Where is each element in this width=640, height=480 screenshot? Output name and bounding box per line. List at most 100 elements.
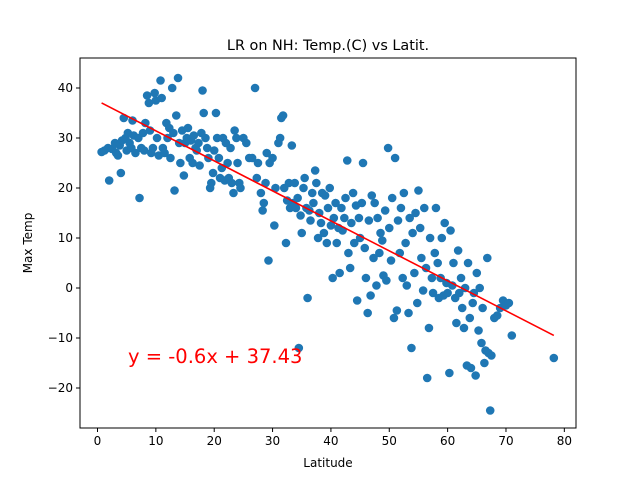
data-point [307, 188, 317, 198]
data-point [363, 308, 372, 318]
data-point [189, 131, 199, 140]
data-point [415, 223, 425, 233]
data-point [242, 138, 251, 148]
data-point [160, 148, 169, 158]
data-point [389, 313, 399, 323]
x-tick-label: 10 [148, 434, 163, 448]
data-point [306, 216, 315, 225]
data-point [194, 138, 203, 148]
data-point [331, 198, 340, 208]
data-point [258, 206, 267, 215]
data-point [319, 228, 329, 238]
data-point [268, 153, 277, 163]
data-point [427, 273, 437, 283]
data-point [418, 286, 428, 295]
data-point [223, 158, 232, 168]
data-point [150, 88, 159, 98]
data-point [452, 318, 461, 328]
data-point [487, 351, 496, 360]
data-point [372, 281, 381, 290]
data-point [261, 178, 270, 188]
data-point [354, 213, 364, 223]
data-point [349, 238, 359, 248]
data-point [195, 161, 204, 170]
data-point [445, 368, 454, 378]
data-point [310, 166, 320, 175]
data-point [299, 183, 308, 193]
data-point [312, 178, 321, 188]
data-point [297, 228, 307, 238]
data-point [373, 213, 382, 223]
data-point [375, 248, 384, 258]
data-point [291, 203, 301, 213]
data-point [402, 281, 412, 290]
y-tick-label: −20 [48, 381, 73, 395]
data-point [230, 126, 239, 135]
data-point [325, 183, 335, 193]
data-point [466, 363, 476, 373]
data-point [443, 288, 452, 298]
plot-frame [79, 57, 577, 429]
data-point [419, 203, 429, 213]
data-point [264, 256, 273, 265]
data-point [323, 203, 333, 213]
chart-title: LR on NH: Temp.(C) vs Latit. [227, 38, 429, 54]
data-point [492, 311, 502, 320]
data-point [396, 203, 406, 213]
data-point [404, 308, 413, 318]
data-point [214, 153, 224, 163]
data-point [229, 188, 238, 198]
data-point [357, 198, 367, 208]
data-point [370, 198, 379, 208]
data-point [247, 153, 257, 163]
data-point [463, 258, 473, 268]
data-point [377, 236, 387, 245]
plot-area [97, 73, 559, 415]
data-point [135, 193, 144, 203]
x-tick-label: 70 [498, 434, 513, 448]
data-point [167, 83, 177, 93]
data-point [170, 186, 179, 195]
data-point [457, 303, 467, 313]
data-point [453, 246, 463, 255]
data-point [309, 198, 318, 208]
data-point [332, 238, 342, 248]
data-point [454, 288, 464, 298]
data-point [176, 158, 185, 168]
data-point [412, 298, 422, 308]
data-point [290, 178, 300, 188]
x-axis-label: Latitude [303, 456, 352, 470]
data-point [410, 268, 419, 278]
data-point [483, 253, 492, 263]
data-point [335, 268, 344, 278]
y-tick-label: 30 [58, 131, 73, 145]
x-axis-ticks: 0 10 20 30 40 50 60 70 80 [94, 428, 572, 448]
data-point [313, 233, 323, 243]
data-point [392, 306, 402, 315]
data-point [342, 156, 352, 165]
data-point [382, 276, 391, 285]
data-point [369, 253, 378, 263]
data-point [345, 263, 355, 273]
y-tick-label: 0 [65, 281, 73, 295]
data-point [472, 268, 482, 278]
data-point [446, 226, 455, 235]
data-point [256, 188, 266, 198]
data-point [366, 291, 375, 300]
x-tick-label: 40 [323, 434, 338, 448]
data-point [449, 258, 458, 268]
data-point [433, 258, 443, 268]
data-point [465, 313, 475, 323]
data-point [428, 288, 438, 298]
data-point [328, 273, 337, 283]
data-point [475, 283, 485, 293]
data-point [431, 203, 441, 213]
data-point [459, 323, 469, 333]
data-point [387, 193, 397, 203]
data-point [157, 93, 166, 103]
data-point [355, 233, 365, 243]
data-point [468, 298, 478, 308]
data-point [390, 153, 400, 163]
x-tick-label: 30 [265, 434, 280, 448]
